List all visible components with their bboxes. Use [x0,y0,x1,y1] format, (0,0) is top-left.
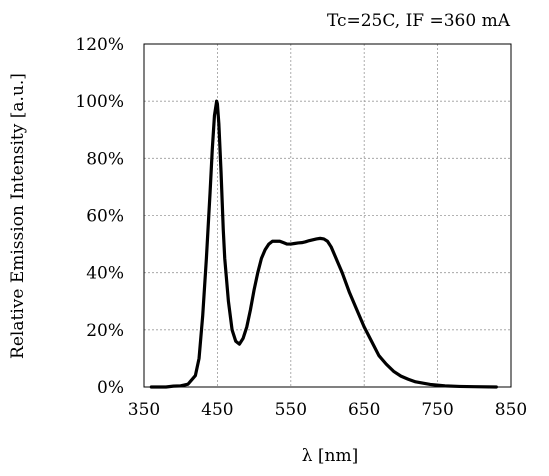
x-axis-label: λ [nm] [302,446,359,466]
y-tick-label: 60% [86,207,124,227]
axis-ticks: 350 450 550 650 750 850 0% 20% 40% 60% 80% 100% 120% [75,35,527,420]
x-tick-label: 850 [495,400,527,420]
x-tick-label: 450 [201,400,233,420]
plot-area-frame [143,43,512,388]
y-tick-label: 40% [86,264,124,284]
grid-lines [144,44,511,387]
x-tick-label: 350 [128,400,160,420]
x-tick-label: 750 [421,400,453,420]
y-axis-label: Relative Emission Intensity [a.u.] [8,73,28,359]
x-tick-label: 650 [348,400,380,420]
x-tick-label: 550 [275,400,307,420]
y-tick-label: 80% [86,149,124,169]
y-tick-label: 120% [75,35,124,55]
chart-title: Tc=25C, IF =360 mA [327,11,511,31]
series-layer [149,99,498,389]
y-tick-label: 20% [86,321,124,341]
emission-spectrum-line [149,99,498,389]
y-tick-label: 0% [97,378,124,398]
y-tick-label: 100% [75,92,124,112]
